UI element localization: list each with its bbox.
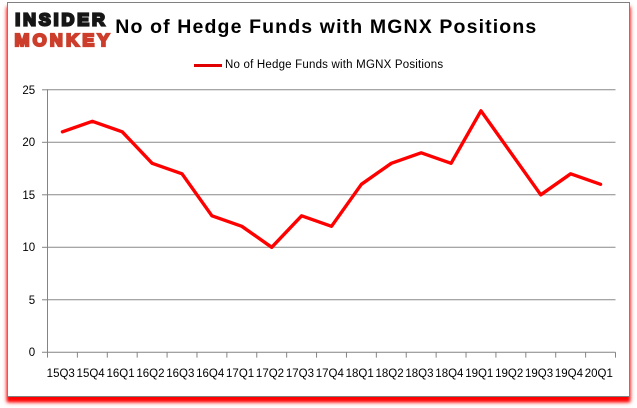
svg-text:INSIDER: INSIDER — [15, 10, 107, 30]
svg-text:MONKEY: MONKEY — [15, 30, 113, 50]
